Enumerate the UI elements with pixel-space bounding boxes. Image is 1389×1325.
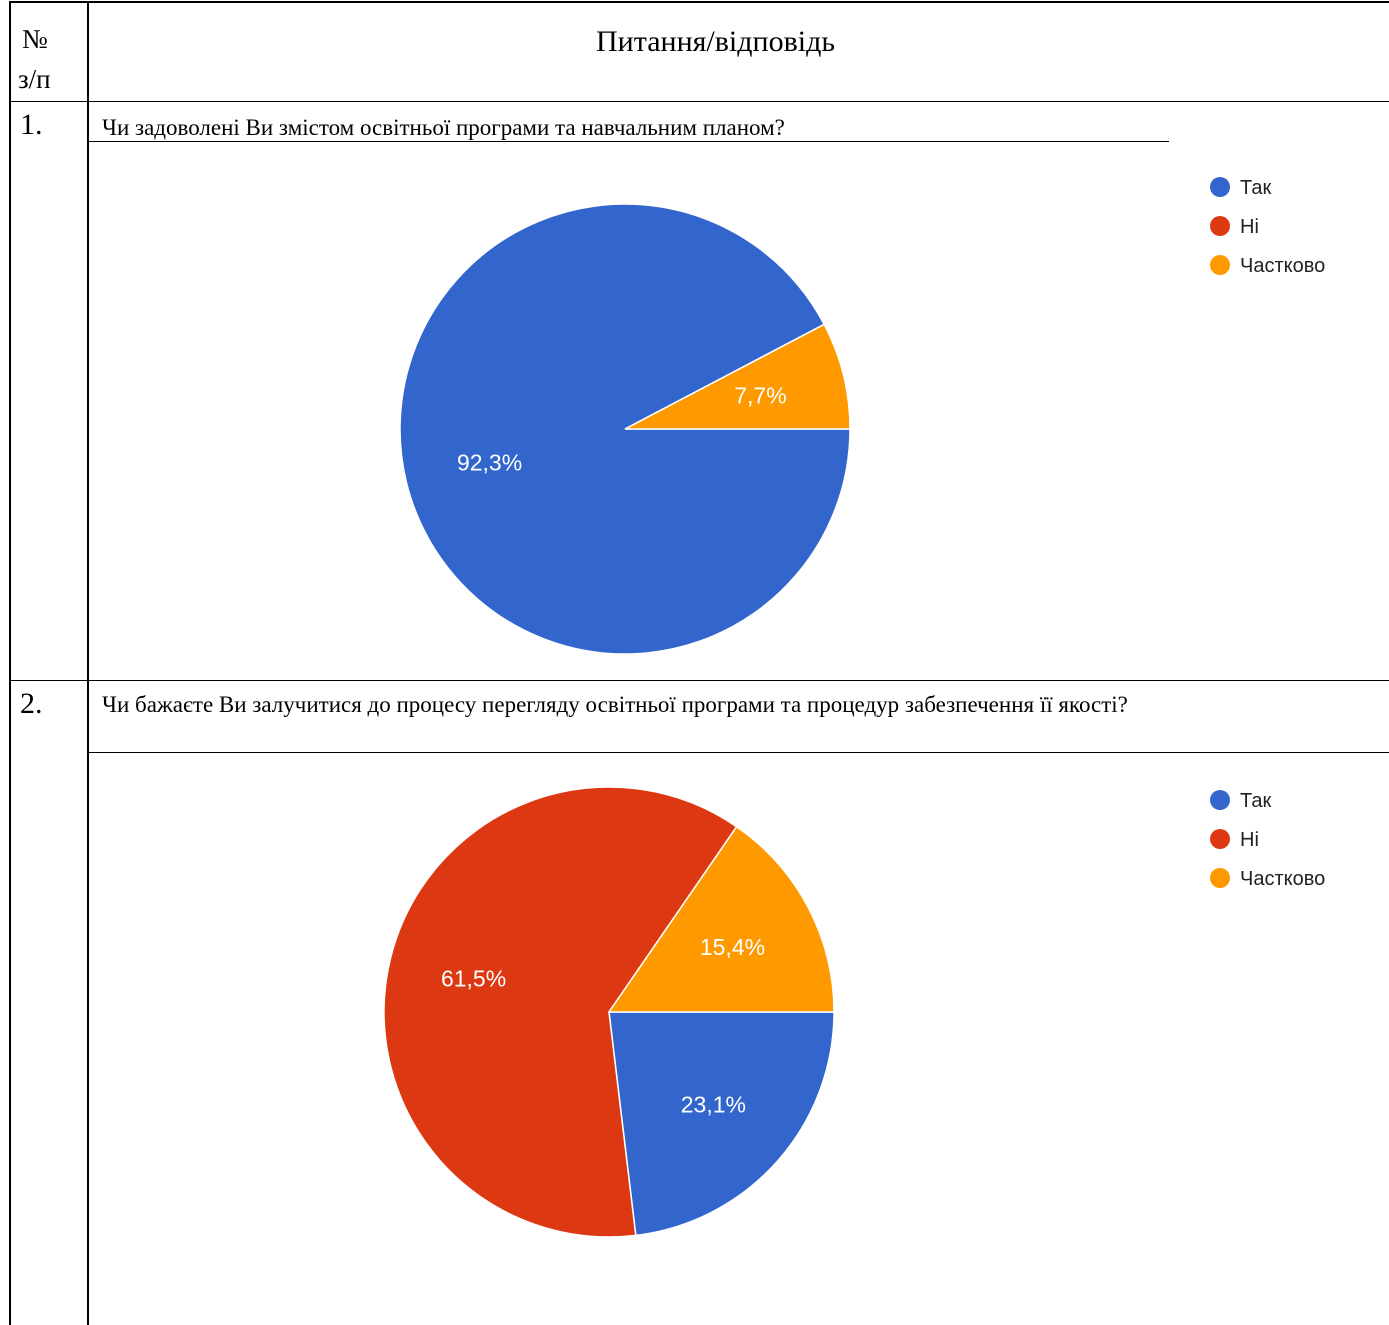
legend-swatch [1210,868,1230,888]
slice-label: 92,3% [457,449,522,475]
legend-swatch [1210,829,1230,849]
header-number-abbr: з/п [18,64,51,94]
legend-label: Так [1240,790,1271,812]
legend-label: Ні [1240,829,1259,851]
table-border-left [9,1,11,1325]
slice-label: 7,7% [734,383,786,409]
legend-swatch [1210,790,1230,810]
pie-chart-1: 92,3% 7,7% Так Ні Частково [300,160,1380,670]
header-bottom-line [9,101,1389,102]
legend-swatch [1210,255,1230,275]
slice-label: 61,5% [441,966,506,992]
legend-label: Частково [1240,255,1325,277]
pie-chart-2: 23,1% 61,5% 15,4% Так Ні Частково [300,770,1380,1250]
pie-slice-Частково [607,825,835,1013]
legend-label: Ні [1240,216,1259,238]
column-divider [87,1,89,1325]
pie-slice-Частково [624,323,851,430]
question-1: Чи задоволені Ви змістом освітньої прогр… [102,115,785,140]
table-border-top [9,1,1389,3]
pie-slice-Так [608,1011,835,1237]
legend-swatch [1210,177,1230,197]
q2-underline [88,752,1389,753]
header-title: Питання/відповідь [596,25,836,58]
legend-label: Так [1240,177,1271,199]
slice-label: 15,4% [700,934,765,960]
slice-label: 23,1% [681,1092,746,1118]
legend-swatch [1210,216,1230,236]
row1-bottom-line [9,680,1389,681]
pie-slice-Ні [383,786,738,1238]
row-number-2: 2. [20,687,43,720]
header-number-sign: № [22,24,48,54]
legend-label: Частково [1240,868,1325,890]
row-number-1: 1. [20,108,43,141]
q1-underline [88,141,1169,142]
question-2: Чи бажаєте Ви залучитися до процесу пере… [102,692,1128,717]
